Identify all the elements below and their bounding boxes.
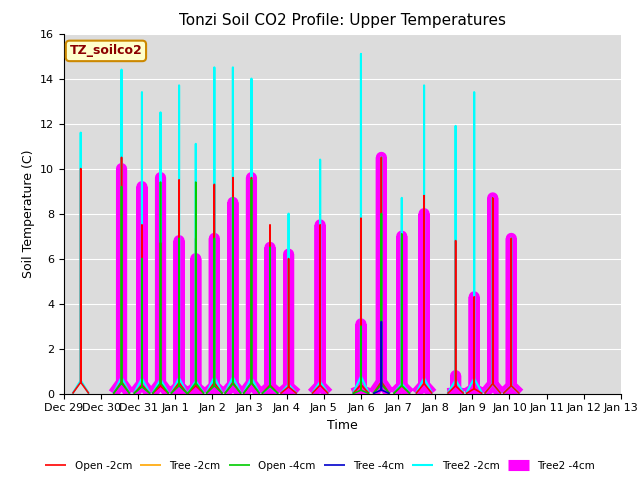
Legend: Open -2cm, Tree -2cm, Open -4cm, Tree -4cm, Tree2 -2cm, Tree2 -4cm: Open -2cm, Tree -2cm, Open -4cm, Tree -4… bbox=[41, 456, 599, 475]
Y-axis label: Soil Temperature (C): Soil Temperature (C) bbox=[22, 149, 35, 278]
Open -2cm bbox=[175, 177, 183, 183]
Open -2cm bbox=[68, 391, 76, 396]
Title: Tonzi Soil CO2 Profile: Upper Temperatures: Tonzi Soil CO2 Profile: Upper Temperatur… bbox=[179, 13, 506, 28]
Open -4cm bbox=[109, 391, 117, 396]
Tree2 -4cm bbox=[109, 391, 117, 396]
Tree2 -2cm bbox=[316, 379, 324, 385]
Open -2cm bbox=[192, 383, 200, 389]
Tree2 -4cm bbox=[420, 382, 428, 387]
Line: Open -2cm: Open -2cm bbox=[72, 157, 520, 394]
Tree2 -2cm bbox=[192, 378, 200, 384]
Tree -4cm bbox=[378, 387, 385, 393]
Open -2cm bbox=[508, 236, 515, 241]
Line: Tree2 -2cm: Tree2 -2cm bbox=[72, 54, 520, 394]
Tree2 -2cm bbox=[175, 83, 183, 88]
Line: Open -4cm: Open -4cm bbox=[113, 180, 410, 394]
Tree -4cm bbox=[378, 387, 385, 393]
Tree2 -2cm bbox=[68, 391, 76, 396]
Open -2cm bbox=[316, 382, 324, 388]
Tree2 -2cm bbox=[508, 236, 515, 241]
Tree2 -4cm bbox=[157, 175, 164, 180]
Open -4cm bbox=[192, 380, 200, 386]
Tree -4cm bbox=[369, 391, 377, 396]
X-axis label: Time: Time bbox=[327, 419, 358, 432]
Open -4cm bbox=[266, 384, 274, 389]
Text: TZ_soilco2: TZ_soilco2 bbox=[70, 44, 142, 58]
Line: Tree2 -4cm: Tree2 -4cm bbox=[113, 157, 520, 394]
Tree -4cm bbox=[378, 319, 385, 324]
Tree2 -4cm bbox=[248, 380, 255, 386]
Tree2 -4cm bbox=[378, 155, 385, 160]
Tree -4cm bbox=[386, 391, 394, 396]
Tree2 -4cm bbox=[211, 383, 218, 389]
Line: Tree -4cm: Tree -4cm bbox=[373, 322, 390, 394]
Open -4cm bbox=[256, 391, 264, 396]
Open -4cm bbox=[167, 391, 175, 396]
Tree2 -4cm bbox=[211, 236, 218, 241]
